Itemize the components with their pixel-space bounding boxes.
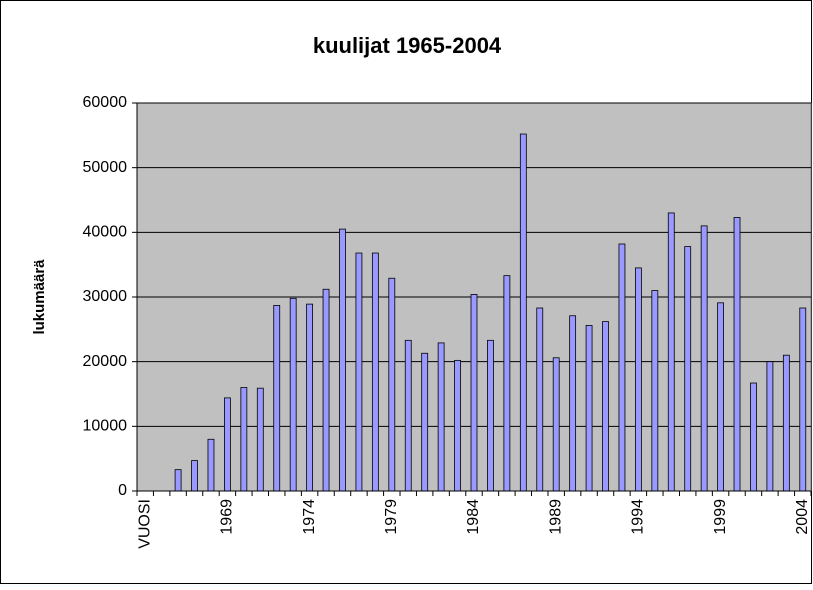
bar xyxy=(733,217,741,492)
bar xyxy=(421,352,429,492)
bar xyxy=(339,228,346,492)
bar xyxy=(191,460,198,492)
x-tick-label: 1994 xyxy=(630,499,647,535)
x-tick-label: 1984 xyxy=(465,499,482,535)
y-tick-label: 60000 xyxy=(83,94,128,111)
bar xyxy=(700,225,708,492)
bar xyxy=(207,438,215,492)
y-tick-label: 30000 xyxy=(83,288,128,305)
bar xyxy=(388,277,396,492)
bar xyxy=(273,305,281,492)
bar xyxy=(684,246,692,492)
chart-title: kuulijat 1965-2004 xyxy=(313,33,502,58)
x-tick-label: 1979 xyxy=(383,499,400,535)
bar xyxy=(437,342,445,492)
bar xyxy=(782,354,790,492)
y-tick-label: 40000 xyxy=(83,224,128,241)
y-tick-label: 50000 xyxy=(83,159,128,176)
bar xyxy=(750,382,757,492)
bar xyxy=(371,252,379,492)
bar xyxy=(799,307,807,492)
bar xyxy=(322,288,330,492)
bar xyxy=(651,290,659,492)
y-axis-label: lukumäärä xyxy=(31,259,48,335)
bar xyxy=(355,252,363,492)
bar xyxy=(585,325,593,492)
bar xyxy=(519,133,527,492)
bar xyxy=(487,339,494,492)
bar xyxy=(634,267,642,492)
x-tick-label: 1974 xyxy=(301,499,318,535)
x-tick-label: VUOSI xyxy=(136,499,153,549)
bar xyxy=(569,315,577,492)
x-tick-label: 1999 xyxy=(712,499,729,535)
x-tick-label: 2004 xyxy=(794,499,811,535)
bar xyxy=(454,359,461,492)
bar xyxy=(602,321,609,492)
bar xyxy=(536,307,544,492)
bar xyxy=(618,243,626,492)
bar xyxy=(404,339,412,492)
bar xyxy=(470,294,478,492)
y-tick-label: 20000 xyxy=(83,353,128,370)
bar xyxy=(240,387,248,492)
bar xyxy=(256,387,264,492)
bar xyxy=(552,357,560,492)
bar xyxy=(503,275,511,492)
bar xyxy=(766,361,774,492)
y-tick-label: 0 xyxy=(118,482,127,499)
x-tick-label: 1969 xyxy=(219,499,236,535)
bar xyxy=(289,297,297,492)
y-tick-label: 10000 xyxy=(83,418,128,435)
bar xyxy=(174,469,182,492)
x-tick-label: 1989 xyxy=(547,499,564,535)
bar xyxy=(306,303,314,492)
bar xyxy=(224,397,231,492)
bar xyxy=(667,212,675,492)
bar xyxy=(717,302,724,492)
